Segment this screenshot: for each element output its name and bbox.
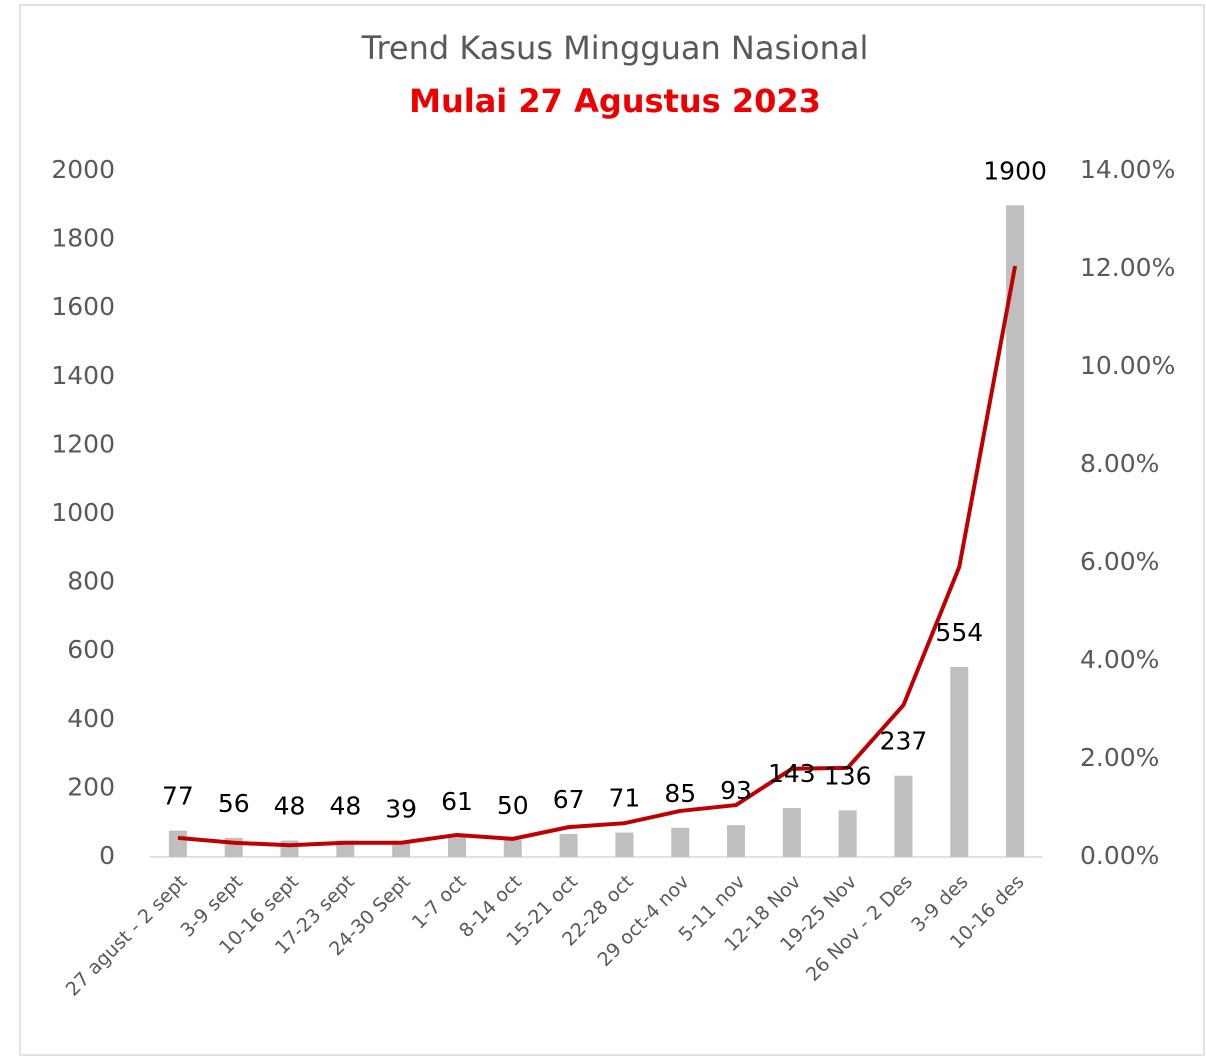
- bar: [168, 830, 187, 857]
- y-tick-label: 1400: [51, 361, 115, 390]
- y2-tick-label: 6.00%: [1080, 547, 1159, 576]
- y-tick-label: 1000: [51, 498, 115, 527]
- data-label: 50: [497, 791, 529, 820]
- data-label: 48: [329, 792, 361, 821]
- data-label: 67: [553, 785, 585, 814]
- y2-tick-label: 10.00%: [1080, 351, 1175, 380]
- bar: [782, 807, 801, 857]
- bar: [950, 666, 969, 857]
- bar: [727, 825, 746, 857]
- data-label: 77: [162, 782, 194, 811]
- y-tick-label: 200: [67, 772, 115, 801]
- y2-tick-label: 12.00%: [1080, 253, 1175, 282]
- data-label: 48: [274, 792, 306, 821]
- bar: [559, 834, 578, 857]
- chart-subtitle: Mulai 27 Agustus 2023: [409, 82, 821, 120]
- data-label: 56: [218, 789, 250, 818]
- chart-border: [19, 4, 1205, 1056]
- y2-tick-label: 14.00%: [1080, 155, 1175, 184]
- data-label: 71: [609, 784, 641, 813]
- data-label: 237: [880, 727, 928, 756]
- y2-tick-label: 0.00%: [1080, 841, 1159, 870]
- y2-tick-label: 4.00%: [1080, 645, 1159, 674]
- y2-tick-label: 2.00%: [1080, 743, 1159, 772]
- bar: [447, 836, 466, 857]
- y-tick-label: 0: [99, 841, 115, 870]
- line: [177, 265, 1018, 848]
- y-tick-label: 1600: [51, 292, 115, 321]
- y-tick-label: 2000: [51, 155, 115, 184]
- x-tick-label: 26 Nov - 2 Des: [802, 871, 917, 986]
- data-label: 1900: [983, 156, 1047, 185]
- bar: [503, 839, 522, 857]
- data-label: 93: [720, 776, 752, 805]
- bar: [838, 810, 857, 857]
- y-tick-label: 600: [67, 635, 115, 664]
- bar: [615, 832, 634, 857]
- y2-tick-label: 8.00%: [1080, 449, 1159, 478]
- y-tick-label: 1800: [51, 224, 115, 253]
- data-label: 136: [824, 761, 872, 790]
- bar: [1006, 205, 1025, 858]
- data-label: 554: [935, 618, 983, 647]
- data-label: 85: [664, 779, 696, 808]
- bar: [671, 827, 690, 857]
- data-label: 143: [768, 759, 816, 788]
- y-tick-label: 800: [67, 567, 115, 596]
- chart-title: Trend Kasus Mingguan Nasional: [361, 29, 869, 67]
- y-tick-label: 400: [67, 704, 115, 733]
- data-label: 61: [441, 787, 473, 816]
- bar: [894, 775, 913, 857]
- bar: [392, 843, 411, 857]
- data-label: 39: [385, 795, 417, 824]
- y-tick-label: 1200: [51, 429, 115, 458]
- x-tick-label: 27 agust - 2 sept: [62, 871, 192, 1001]
